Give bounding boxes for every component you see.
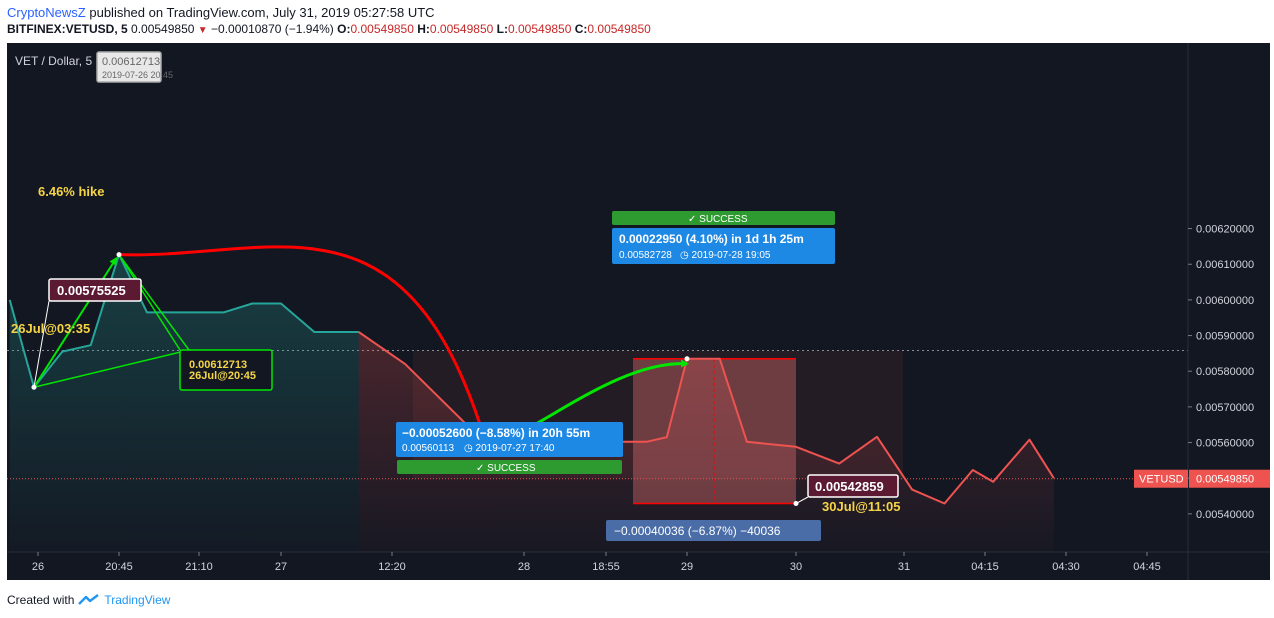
x-tick-label: 27 xyxy=(275,561,287,573)
x-tick-label: 30 xyxy=(790,561,802,573)
y-tick-label: 0.00620000 xyxy=(1196,224,1254,236)
low1-value-text: 0.00575525 xyxy=(57,283,126,298)
x-tick-label: 26 xyxy=(32,561,44,573)
y-tick-label: 0.00610000 xyxy=(1196,259,1254,271)
drop-info-main: −0.00052600 (−8.58%) in 20h 55m xyxy=(402,426,590,440)
x-tick-label: 31 xyxy=(898,561,910,573)
rise-info-box xyxy=(612,228,835,264)
created-with-label: Created with xyxy=(7,593,75,607)
drop-info-box xyxy=(396,422,623,457)
rise-info-time: ◷ 2019-07-28 19:05 xyxy=(680,250,771,261)
x-tick-label: 29 xyxy=(681,561,693,573)
author-link[interactable]: CryptoNewsZ xyxy=(7,5,86,20)
pair-label: VET / Dollar, 5 xyxy=(15,54,93,68)
x-tick-label: 20:45 xyxy=(105,561,133,573)
tooltip-box xyxy=(96,51,162,83)
low2-value-text: 0.00542859 xyxy=(815,479,884,494)
x-tick-label: 28 xyxy=(518,561,530,573)
tradingview-link[interactable]: TradingView xyxy=(104,593,171,607)
high-label: H: xyxy=(417,22,430,36)
low-value: 0.00549850 xyxy=(507,22,572,36)
peak-point-marker xyxy=(684,356,690,362)
publish-line: CryptoNewsZ published on TradingView.com… xyxy=(7,5,435,20)
tooltip-time: 2019-07-26 20:45 xyxy=(102,70,173,80)
close-label: C: xyxy=(574,22,588,36)
hike-label: 6.46% hike xyxy=(38,184,105,199)
series-line-teal xyxy=(8,253,359,389)
drop-success-text: ✓ SUCCESS xyxy=(476,463,536,474)
high-callout-value: 0.00612713 xyxy=(189,359,247,371)
current-price-badge xyxy=(1189,469,1270,488)
rise-success-text: ✓ SUCCESS xyxy=(688,214,748,225)
open-value: 0.00549850 xyxy=(350,22,414,36)
drop-arrow xyxy=(120,245,487,441)
x-tick-label: 18:55 xyxy=(592,561,620,573)
rise-info-main: 0.00022950 (4.10%) in 1d 1h 25m xyxy=(619,232,804,246)
low-label: L: xyxy=(496,22,508,36)
high-callout-time: 26Jul@20:45 xyxy=(189,370,256,382)
x-tick-label: 04:15 xyxy=(971,561,999,573)
rise-success-badge xyxy=(612,211,835,225)
tradingview-logo-icon xyxy=(78,594,100,605)
y-tick-label: 0.00590000 xyxy=(1196,331,1254,343)
down-triangle-icon: ▼ xyxy=(197,25,208,36)
low2-pointer xyxy=(795,496,809,504)
x-tick-label: 12:20 xyxy=(378,561,406,573)
publish-info: published on TradingView.com, July 31, 2… xyxy=(85,5,435,20)
teal-area xyxy=(9,254,359,552)
low1-value-box xyxy=(48,278,142,302)
y-tick-label: 0.00600000 xyxy=(1196,295,1254,307)
high-point-marker xyxy=(116,252,122,258)
x-tick-label: 04:45 xyxy=(1133,561,1161,573)
low2-time-text: 30Jul@11:05 xyxy=(822,499,900,514)
price-change: −0.00010870 (−1.94%) xyxy=(211,22,334,36)
drop-success-badge xyxy=(397,460,622,474)
drop-info-time: ◷ 2019-07-27 17:40 xyxy=(464,443,555,454)
current-symbol-badge xyxy=(1134,469,1188,488)
symbol-label: BITFINEX:VETUSD, 5 xyxy=(7,22,128,36)
callout-line-2 xyxy=(118,254,181,351)
rise-info-price: 0.00582728 xyxy=(619,250,672,261)
y-tick-label: 0.00570000 xyxy=(1196,402,1254,414)
x-tick-label: 21:10 xyxy=(185,561,213,573)
y-tick-label: 0.00580000 xyxy=(1196,366,1254,378)
y-tick-label: 0.00560000 xyxy=(1196,438,1254,450)
plot-area: 6.46% hike 0.00575525 26Jul@03:35 0.0061271… xyxy=(7,51,1188,552)
range-measure-text: −0.00040036 (−6.87%) −40036 xyxy=(614,524,781,538)
low1-pointer xyxy=(33,300,50,388)
low1-time-text: 26Jul@03:35 xyxy=(11,321,90,336)
close-value: 0.00549850 xyxy=(587,22,651,36)
last-price: 0.00549850 xyxy=(131,22,195,36)
open-label: O: xyxy=(337,22,351,36)
high-value: 0.00549850 xyxy=(429,22,494,36)
y-tick-label: 0.00540000 xyxy=(1196,509,1254,521)
current-price-text: 0.00549850 xyxy=(1196,474,1254,486)
tooltip-value: 0.00612713 xyxy=(102,56,160,68)
x-tick-label: 04:30 xyxy=(1052,561,1080,573)
ohlc-line: BITFINEX:VETUSD, 5 0.00549850 ▼ −0.00010… xyxy=(7,22,651,36)
range-measure-box xyxy=(606,520,821,541)
current-symbol-text: VETUSD xyxy=(1139,474,1184,486)
low2-value-box xyxy=(807,474,899,498)
high-callout-box xyxy=(179,349,273,391)
drop-info-price: 0.00560113 xyxy=(402,443,455,454)
footer: Created with TradingView xyxy=(7,593,170,607)
